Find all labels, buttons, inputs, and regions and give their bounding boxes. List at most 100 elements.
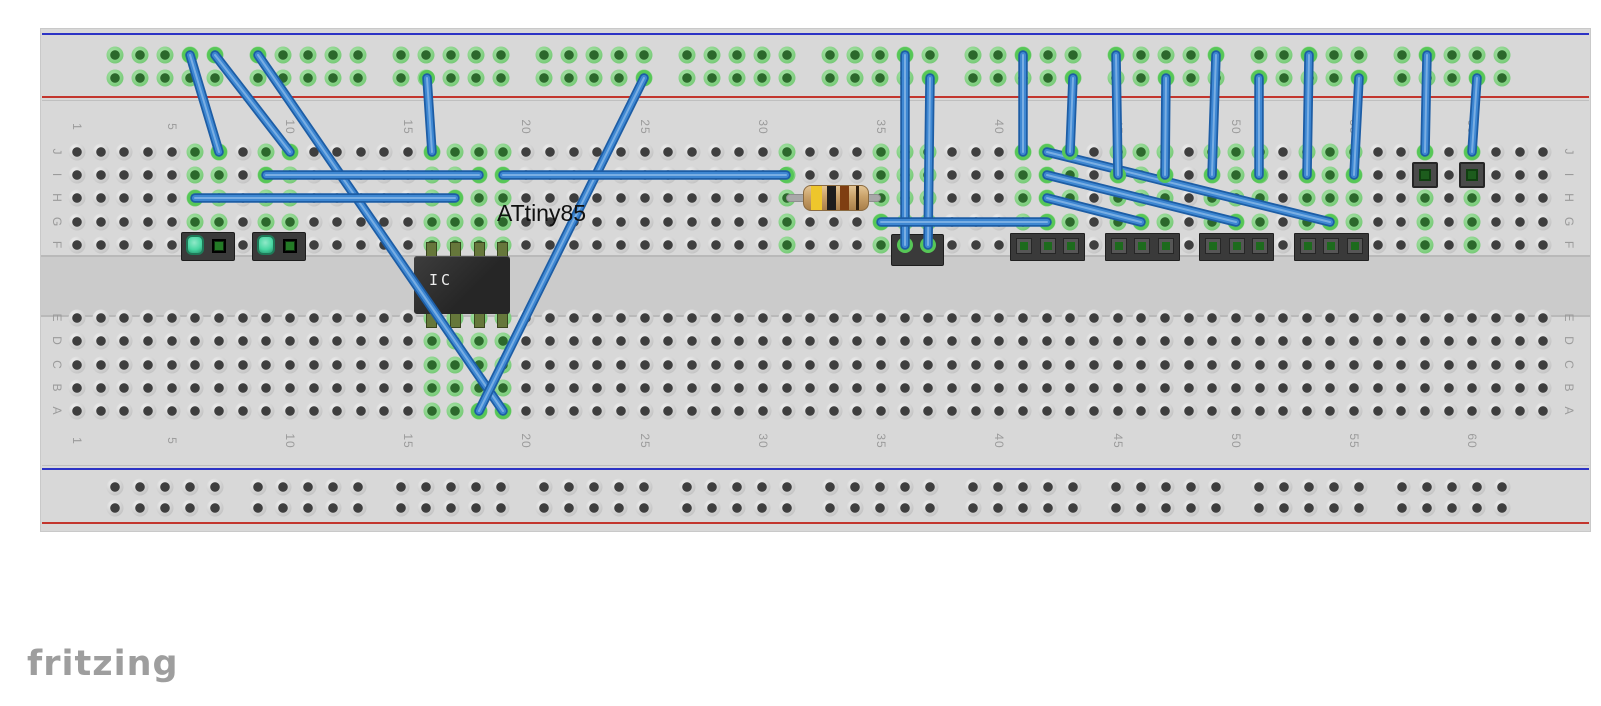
breadboard-hole [943, 402, 961, 420]
breadboard-hole [186, 332, 204, 350]
jumper-wire-top-rail-red-I55[interactable] [1346, 70, 1367, 183]
breadboard-hole [801, 236, 819, 254]
breadboard-hole [872, 309, 890, 327]
power-rail-hole [678, 478, 696, 496]
power-rail-hole [1325, 499, 1343, 517]
power-rail-hole [846, 69, 864, 87]
breadboard-hole [990, 379, 1008, 397]
jumper-wire-top-rail-red-I47[interactable] [1157, 70, 1174, 183]
breadboard-hole [778, 379, 795, 397]
jumper-wire-top-rail-blue-I49[interactable] [1204, 47, 1224, 183]
jumper-wire-top-rail-blue-J58[interactable] [1417, 47, 1435, 160]
breadboard-hole [636, 189, 654, 207]
breadboard-hole [68, 236, 86, 254]
wire-stroke [1471, 77, 1478, 153]
breadboard-hole [328, 213, 346, 231]
breadboard-hole [281, 213, 299, 231]
power-rail-hole [1350, 499, 1368, 517]
jumper-wire-top-rail-blue-J10[interactable] [207, 47, 298, 160]
power-rail-hole [678, 499, 696, 517]
breadboard-hole [328, 309, 346, 327]
power-rail-hole [1157, 499, 1175, 517]
breadboard-hole [115, 379, 133, 397]
jumper-wire-top-rail-blue-F36[interactable] [897, 47, 913, 253]
breadboard-hole [778, 402, 795, 420]
jumper-wire-top-rail-blue-J7[interactable] [182, 47, 227, 160]
power-rail-hole [417, 499, 435, 517]
breadboard-hole [163, 332, 181, 350]
jumper-wire-H6-H17[interactable] [187, 190, 463, 206]
breadboard-hole [68, 332, 86, 350]
jumper-wire-top-rail-blue-A19[interactable] [250, 47, 511, 419]
power-rail-hole [324, 46, 342, 64]
breadboard-hole [115, 236, 133, 254]
jumper-wire-top-rail-red-J60[interactable] [1464, 70, 1485, 160]
power-rail-hole [1493, 499, 1511, 517]
breadboard-hole [115, 356, 133, 374]
power-rail-hole [1418, 499, 1436, 517]
breadboard-hole [896, 379, 914, 397]
breadboard-hole [68, 189, 86, 207]
power-rail-hole [821, 499, 839, 517]
breadboard-hole [541, 189, 559, 207]
jumper-wire-top-rail-red-A18[interactable] [471, 70, 652, 419]
jumper-wire-I42-G50[interactable] [1039, 167, 1244, 230]
breadboard-hole [872, 402, 890, 420]
jumper-wire-I19-I31[interactable] [495, 167, 794, 183]
breadboard-hole [990, 356, 1008, 374]
power-rail-hole [635, 499, 653, 517]
breadboard-hole [1038, 309, 1056, 327]
power-rail-line-red-bottom [42, 522, 1589, 524]
breadboard-hole [328, 379, 346, 397]
power-rail-hole [349, 69, 367, 87]
power-rail-hole [1468, 46, 1486, 64]
power-rail-hole [1443, 69, 1461, 87]
power-rail-hole [156, 46, 174, 64]
jumper-wire-top-rail-blue-I45[interactable] [1108, 47, 1126, 183]
breadboard-hole [990, 402, 1008, 420]
power-rail-hole [1493, 69, 1511, 87]
power-rail-hole [1493, 46, 1511, 64]
breadboard-hole [588, 402, 606, 420]
wire-stroke [478, 77, 645, 412]
breadboard-hole [210, 166, 228, 184]
power-rail-hole [778, 69, 796, 87]
power-rail-hole [442, 46, 460, 64]
breadboard-hole [163, 166, 181, 184]
jumper-wire-J42-G54[interactable] [1039, 144, 1338, 230]
jumper-wire-top-rail-red-I51[interactable] [1251, 70, 1267, 183]
breadboard-hole [139, 402, 157, 420]
jumper-wire-top-rail-red-J43[interactable] [1062, 70, 1081, 160]
power-rail-hole [871, 46, 889, 64]
power-rail-hole [106, 69, 124, 87]
jumper-wire-top-rail-red-J16[interactable] [419, 70, 440, 160]
breadboard-hole [1109, 309, 1127, 327]
power-rail-hole [964, 69, 982, 87]
jumper-wire-top-rail-blue-I53[interactable] [1299, 47, 1317, 183]
jumper-wire-I9-I18[interactable] [258, 167, 487, 183]
jumper-wire-G35-G42[interactable] [873, 214, 1055, 230]
jumper-wire-top-rail-red-F37[interactable] [920, 70, 938, 253]
power-rail-hole [392, 499, 410, 517]
breadboard-hole [115, 166, 133, 184]
breadboard-hole [943, 379, 961, 397]
breadboard-hole [1038, 356, 1056, 374]
power-rail-hole [492, 478, 510, 496]
power-rail-hole [846, 478, 864, 496]
jumper-wire-H42-G46[interactable] [1039, 190, 1149, 230]
breadboard-hole [139, 309, 157, 327]
breadboard-hole [730, 189, 748, 207]
power-rail-hole [1039, 46, 1057, 64]
power-rail-hole [1393, 478, 1411, 496]
jumper-wire-top-rail-blue-J41[interactable] [1015, 47, 1031, 160]
breadboard-hole [659, 236, 677, 254]
breadboard-hole [659, 189, 677, 207]
power-rail-hole [1132, 46, 1150, 64]
breadboard-hole [92, 189, 110, 207]
part-label-attiny85[interactable]: ATtiny85 [497, 200, 587, 226]
power-rail-hole [1350, 46, 1368, 64]
breadboard-hole [139, 166, 157, 184]
power-rail-hole [181, 478, 199, 496]
power-rail-hole [610, 499, 628, 517]
